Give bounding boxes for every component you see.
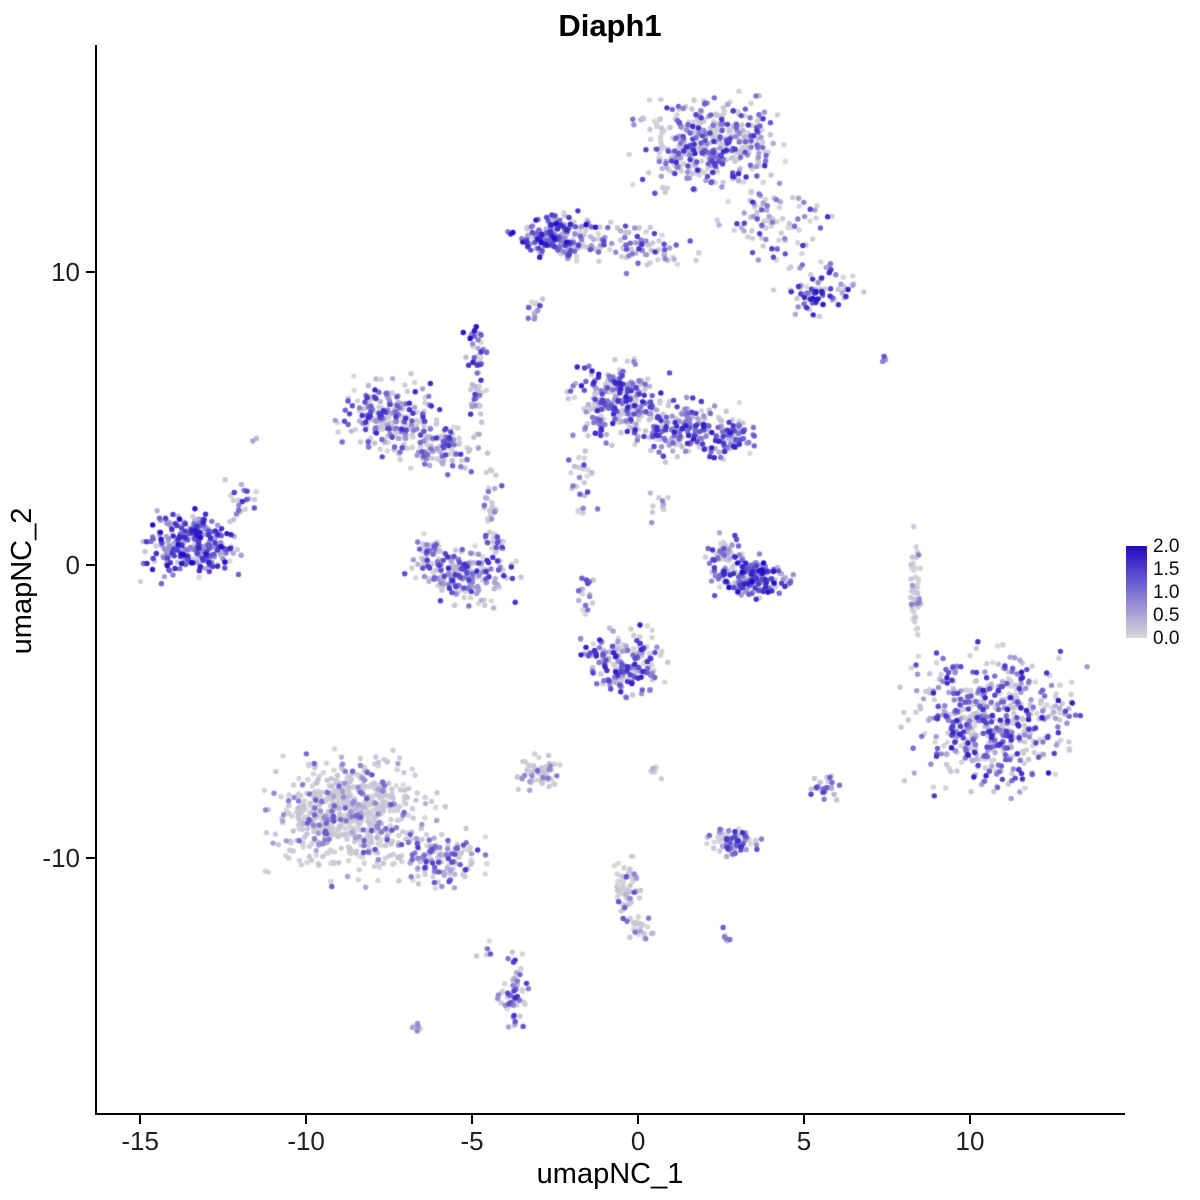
y-tick-mark [86,271,95,274]
x-tick-label: 0 [630,1126,646,1156]
x-tick-mark [637,1115,640,1124]
y-tick-mark [86,857,95,860]
x-tick-mark [471,1115,474,1124]
colorbar-tick-label: 0.5 [1153,605,1180,626]
y-axis-title: umapNC_2 [6,507,38,655]
colorbar-gradient [1126,546,1147,638]
x-tick-label: 5 [796,1126,812,1156]
y-tick-label: -10 [42,843,80,874]
colorbar-tick-label: 1.0 [1153,582,1180,603]
x-tick-mark [305,1115,308,1124]
x-tick-label: -15 [121,1126,159,1156]
y-tick-mark [86,564,95,567]
x-tick-mark [139,1115,142,1124]
x-axis-title: umapNC_1 [536,1158,684,1190]
x-tick-label: 10 [955,1126,985,1156]
x-tick-label: -10 [287,1126,325,1156]
x-tick-mark [968,1115,971,1124]
y-tick-label: 10 [51,257,80,288]
colorbar-tick-label: 1.5 [1153,559,1180,580]
colorbar-tick-label: 2.0 [1153,536,1180,557]
x-tick-label: -5 [460,1126,484,1156]
colorbar-legend: 2.0 1.5 1.0 0.5 0.0 [1126,537,1200,648]
chart-title: Diaph1 [558,8,662,43]
x-tick-mark [803,1115,806,1124]
colorbar-tick-label: 0.0 [1153,628,1180,649]
plot-panel-border [95,45,1125,1115]
y-tick-label: 0 [65,550,80,581]
